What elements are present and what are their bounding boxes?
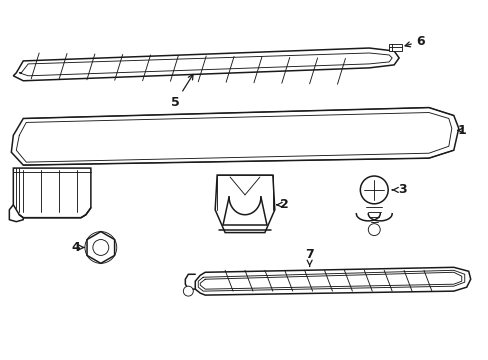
Text: 1: 1 xyxy=(456,124,465,137)
Polygon shape xyxy=(215,175,274,233)
Text: 4: 4 xyxy=(71,241,83,254)
Circle shape xyxy=(367,224,380,235)
Circle shape xyxy=(93,239,108,255)
Text: 6: 6 xyxy=(404,35,425,48)
Polygon shape xyxy=(13,168,91,218)
Text: 5: 5 xyxy=(171,75,193,109)
Text: 7: 7 xyxy=(305,248,313,266)
Text: 2: 2 xyxy=(277,198,288,211)
Polygon shape xyxy=(195,267,470,295)
Circle shape xyxy=(360,176,387,204)
Circle shape xyxy=(183,286,193,296)
Polygon shape xyxy=(11,108,458,165)
Polygon shape xyxy=(388,44,401,51)
Polygon shape xyxy=(13,48,398,81)
Text: 3: 3 xyxy=(391,184,406,197)
Polygon shape xyxy=(87,231,114,264)
